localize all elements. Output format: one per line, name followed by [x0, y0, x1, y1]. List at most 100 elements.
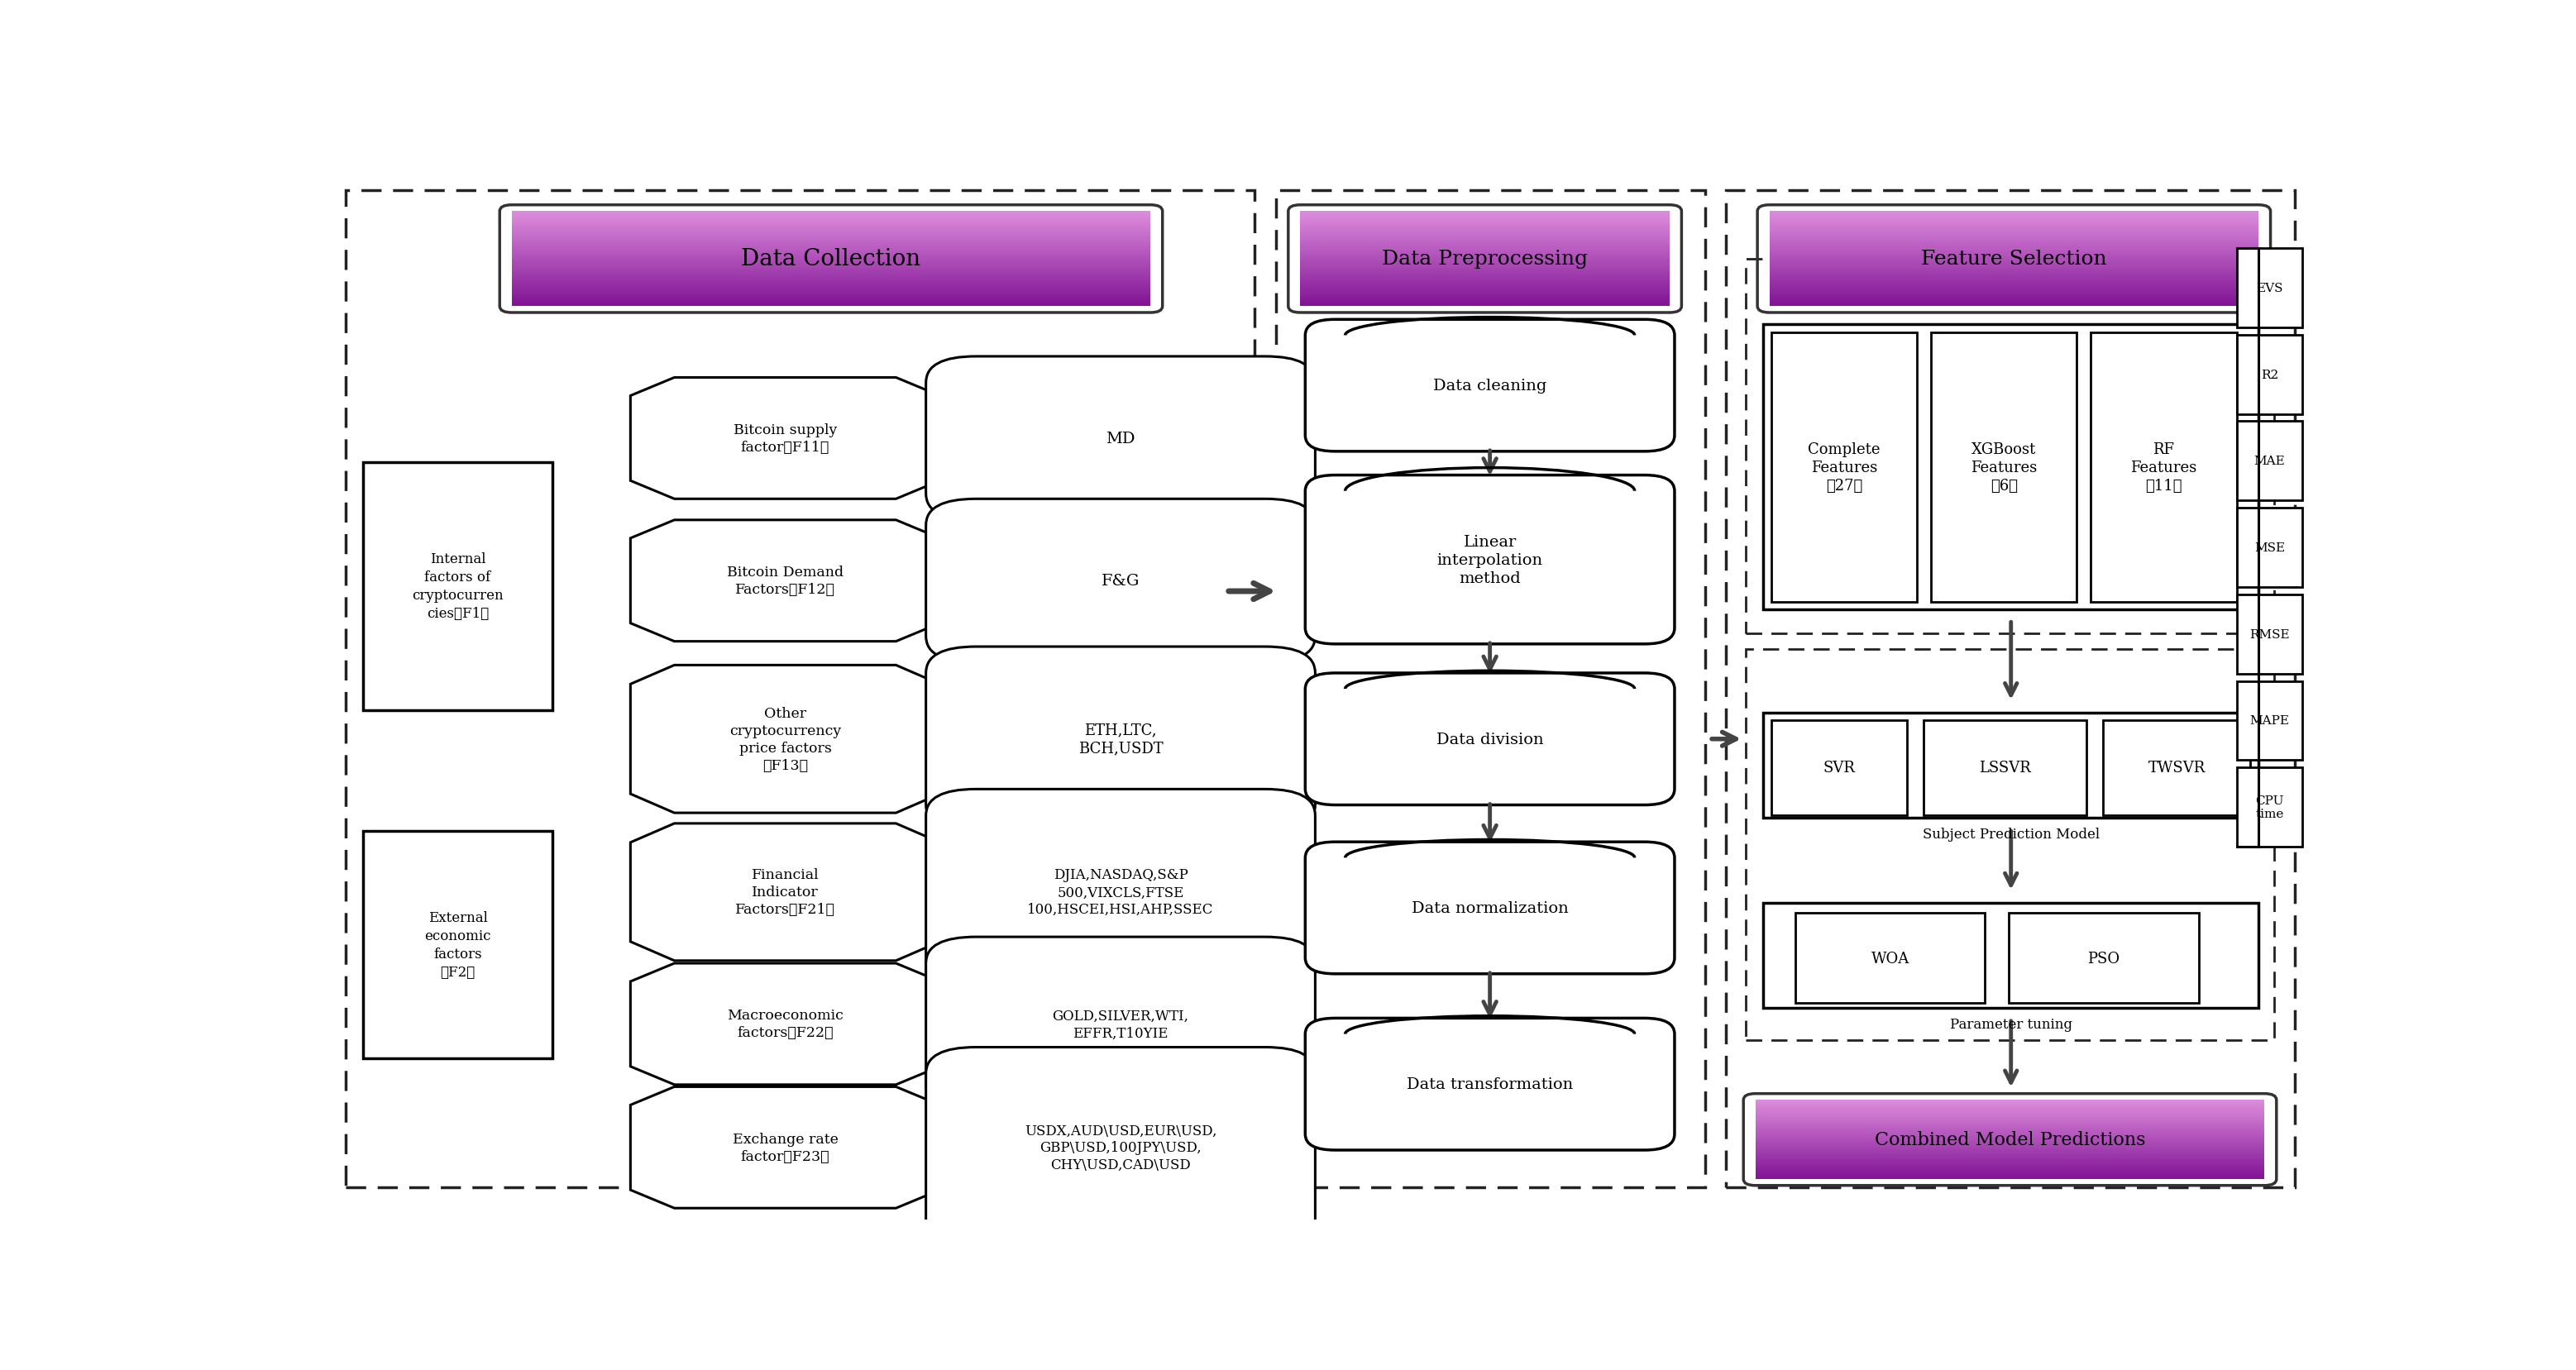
Text: RF
Features
（11）: RF Features （11） [2130, 443, 2197, 493]
FancyBboxPatch shape [1306, 475, 1674, 644]
Bar [1770, 211, 2259, 214]
Bar [513, 270, 1151, 273]
Bar [513, 290, 1151, 293]
Bar [513, 299, 1151, 301]
Bar [1770, 259, 2259, 262]
Bar [1770, 284, 2259, 286]
Bar [1754, 1166, 2264, 1169]
Bar [513, 273, 1151, 274]
Bar [1754, 1156, 2264, 1159]
Text: Data Preprocessing: Data Preprocessing [1381, 249, 1587, 269]
Bar [1301, 279, 1669, 282]
Text: R2: R2 [2262, 369, 2277, 381]
Bar [1747, 259, 2275, 634]
Text: Subject Prediction Model: Subject Prediction Model [1922, 827, 2099, 841]
Bar [513, 282, 1151, 284]
Bar [2236, 336, 2303, 414]
Bar [513, 264, 1151, 267]
Bar [1754, 1134, 2264, 1137]
Bar [1301, 230, 1669, 233]
Text: Macroeconomic
factors（F22）: Macroeconomic factors（F22） [726, 1008, 842, 1040]
Text: SVR: SVR [1824, 760, 1855, 775]
Bar [1301, 259, 1669, 262]
Bar [513, 260, 1151, 263]
Bar [1754, 1164, 2264, 1167]
Bar [1770, 215, 2259, 218]
Bar [1770, 230, 2259, 233]
Text: RMSE: RMSE [2249, 629, 2290, 640]
Bar [513, 258, 1151, 259]
Bar [1754, 1163, 2264, 1164]
Bar [1772, 721, 1906, 815]
Bar [1754, 1141, 2264, 1143]
Bar [1754, 1103, 2264, 1104]
Bar [1301, 295, 1669, 297]
Bar [1754, 1104, 2264, 1107]
Bar [1301, 266, 1669, 269]
Bar [1754, 1111, 2264, 1112]
Polygon shape [631, 378, 940, 499]
Bar [1754, 1155, 2264, 1158]
Bar [1301, 233, 1669, 234]
Bar [1754, 1138, 2264, 1141]
Bar [513, 304, 1151, 307]
Bar [1932, 333, 2076, 603]
Bar [1301, 290, 1669, 293]
Bar [1754, 1110, 2264, 1111]
Bar [1301, 260, 1669, 263]
Bar [2092, 333, 2236, 603]
Bar [1754, 1101, 2264, 1103]
Text: MSE: MSE [2254, 543, 2285, 553]
Bar [513, 303, 1151, 306]
Bar [1301, 244, 1669, 247]
Bar [1301, 278, 1669, 281]
Bar [513, 214, 1151, 215]
Bar [1301, 238, 1669, 240]
Text: Internal
factors of
cryptocurren
cies（F1）: Internal factors of cryptocurren cies（F1… [412, 552, 502, 621]
Text: Data division: Data division [1437, 732, 1543, 747]
Text: Feature Selection: Feature Selection [1922, 249, 2107, 269]
Bar [1770, 241, 2259, 244]
FancyBboxPatch shape [925, 499, 1316, 663]
Bar [1301, 214, 1669, 215]
Bar [1754, 1173, 2264, 1174]
Bar [1754, 1143, 2264, 1144]
Bar [1770, 221, 2259, 223]
Text: Other
cryptocurrency
price factors
（F13）: Other cryptocurrency price factors （F13） [729, 707, 842, 773]
Bar [1770, 263, 2259, 264]
Text: TWSVR: TWSVR [2148, 760, 2205, 775]
Bar [513, 226, 1151, 229]
Text: GOLD,SILVER,WTI,
EFFR,T10YIE: GOLD,SILVER,WTI, EFFR,T10YIE [1054, 1008, 1188, 1040]
Bar [1301, 293, 1669, 296]
Bar [1770, 285, 2259, 288]
Bar [1301, 226, 1669, 229]
Bar [1770, 270, 2259, 273]
Bar [1754, 1100, 2264, 1101]
FancyBboxPatch shape [1306, 321, 1674, 452]
Bar [513, 241, 1151, 244]
Bar [1765, 903, 2259, 1008]
Bar [1770, 300, 2259, 303]
Bar [1754, 1130, 2264, 1132]
Bar [1770, 244, 2259, 247]
Bar [513, 274, 1151, 277]
Bar [1770, 225, 2259, 227]
Bar [1770, 233, 2259, 234]
Bar [1301, 275, 1669, 278]
Bar [1301, 255, 1669, 258]
Bar [513, 295, 1151, 297]
Bar [1770, 303, 2259, 306]
Bar [513, 284, 1151, 286]
Bar [2236, 595, 2303, 674]
Bar [1754, 1107, 2264, 1110]
FancyBboxPatch shape [1306, 843, 1674, 974]
Text: Data cleaning: Data cleaning [1432, 378, 1546, 393]
Bar [1770, 288, 2259, 289]
Bar [1770, 295, 2259, 297]
Text: WOA: WOA [1870, 951, 1909, 966]
Bar [513, 234, 1151, 237]
Bar [1301, 269, 1669, 271]
Bar [1770, 297, 2259, 299]
FancyBboxPatch shape [1306, 1018, 1674, 1151]
Text: PSO: PSO [2087, 951, 2120, 966]
